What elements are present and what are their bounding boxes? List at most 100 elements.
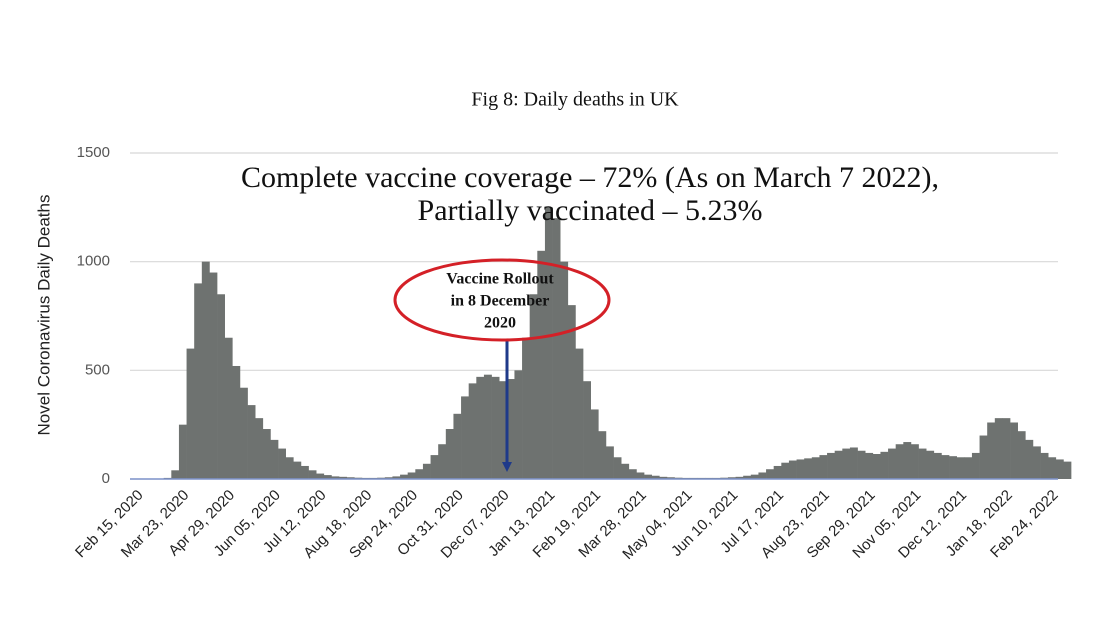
y-tick-label: 1500 [77,144,110,161]
bar [453,413,462,479]
bar [232,365,241,479]
bar [567,305,576,479]
bar [247,405,256,479]
bar [491,376,500,479]
bar [880,451,889,479]
bar [285,457,294,479]
bar [278,448,286,479]
bar [346,477,355,479]
bar [666,477,675,479]
bar [171,470,180,479]
bar [804,458,813,479]
bar [506,379,515,479]
bar [888,448,896,479]
bar [727,477,736,479]
bar [468,383,477,479]
bar [651,475,660,479]
bar [811,457,820,479]
bar [308,470,317,479]
bar [1025,439,1034,479]
bar [895,444,904,479]
bar [849,447,858,479]
bar [422,463,431,479]
bar [621,463,630,479]
bar [537,250,546,479]
bar [827,452,835,479]
bar [583,381,591,479]
bar [933,452,942,479]
bar [903,442,912,479]
bar [544,207,553,480]
bar [910,444,919,479]
bar [758,472,767,479]
bar [522,337,530,479]
bar [255,418,264,479]
bar [590,409,599,479]
bar [628,469,637,479]
bar [293,461,302,479]
bar [605,446,614,479]
bar [323,475,332,479]
bar [994,418,1003,479]
bar [209,272,218,479]
bar [483,374,492,479]
bar [842,448,851,479]
bar [514,370,523,479]
bar [262,429,271,479]
bar [949,456,957,479]
rollout-note: 2020 [484,315,516,332]
rollout-note: in 8 December [451,293,550,310]
bar [217,294,225,479]
bar [438,444,447,479]
y-tick-label: 0 [102,470,110,487]
bar [1032,446,1041,479]
bar [956,457,965,479]
bar [1002,418,1011,479]
bar [743,475,752,479]
bar [819,455,828,479]
bar [384,477,393,479]
rollout-note: Vaccine Rollout [446,271,554,288]
bar [1017,431,1026,479]
bar [331,476,340,479]
bar [644,474,652,479]
bar [750,474,759,479]
bar [926,450,935,479]
bar [773,465,782,479]
bar [1063,461,1072,479]
bar [659,476,668,479]
bar [941,455,950,479]
bar [575,348,584,479]
coverage-note: Partially vaccinated – 5.23% [418,194,763,227]
coverage-note: Complete vaccine coverage – 72% (As on M… [241,161,939,194]
bar [857,450,866,479]
bar [872,454,881,479]
bar [1040,452,1049,479]
bar [834,450,843,479]
bar [476,376,485,479]
bar [964,457,973,479]
bar [636,472,645,479]
bar [529,294,538,479]
bar [201,261,210,479]
bar [766,469,774,479]
bar [224,337,233,479]
bar [865,452,874,479]
rollout-arrowhead [502,462,512,472]
bar [445,429,454,479]
bar [918,448,927,479]
bar [392,476,401,479]
bar [987,422,996,479]
bar [407,472,416,479]
bar [598,431,607,479]
bar [270,439,279,479]
bar [1055,459,1064,479]
bar [560,261,569,479]
y-axis-label: Novel Coronavirus Daily Deaths [34,195,53,436]
bar [979,435,988,479]
bar [796,459,805,479]
bar [178,424,187,479]
bar [400,474,408,479]
bar [430,455,439,479]
